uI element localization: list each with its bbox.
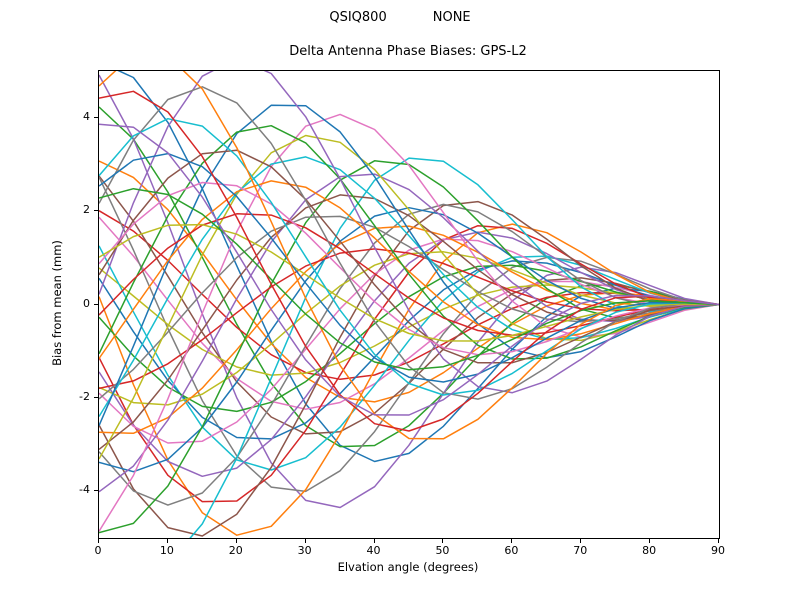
y-tick-mark [94,303,98,305]
suptitle-label: NONE [432,10,471,25]
series-line-sat-41 [99,152,719,383]
series-line-sat-33 [99,124,719,360]
series-line-sat-35 [99,71,719,394]
series-line-sat-24 [99,248,719,390]
x-tick-mark [649,539,651,543]
x-tick-mark [98,539,99,543]
x-tick-mark [580,539,582,543]
y-axis-label: Bias from mean (mm) [50,240,64,366]
series-line-sat-32 [99,180,719,359]
y-tick-mark [94,490,98,492]
chart-title: Delta Antenna Phase Biases: GPS-L2 [289,44,527,59]
y-tick-label: 2 [83,203,90,217]
series-line-sat-40 [99,117,719,396]
series-line-sat-42 [99,71,719,440]
series-line-sat-05 [99,74,719,509]
x-tick-label: 60 [504,544,519,557]
series-line-sat-30 [99,156,719,417]
series-line-sat-38 [99,86,719,400]
plot-area [98,70,720,539]
suptitle-station: QSIQ800 [329,10,387,25]
y-tick-mark [94,116,98,118]
chart-canvas [99,71,719,538]
series-line-sat-09 [99,267,719,376]
x-tick-label: 90 [711,544,725,557]
series-line-sat-13 [99,264,719,413]
series-line-sat-39 [99,223,719,342]
series-line-sat-45 [99,123,719,416]
series-line-sat-43 [99,187,719,371]
x-axis-label: Elvation angle (degrees) [337,560,479,574]
series-line-sat-37 [99,181,719,356]
y-tick-label: -2 [79,389,90,403]
series-line-sat-15 [99,231,719,478]
x-tick-label: 50 [435,544,450,557]
series-line-sat-14 [99,224,719,503]
x-tick-label: 20 [228,544,243,557]
x-tick-label: 30 [297,544,312,557]
y-tick-label: -4 [79,483,90,497]
x-tick-mark [235,539,237,543]
y-tick-label: 0 [83,296,90,310]
y-tick-mark [94,210,98,212]
x-tick-label: 40 [366,544,381,557]
series-line-sat-31 [99,104,719,426]
x-tick-label: 0 [94,544,102,557]
x-tick-mark [166,539,168,543]
x-tick-mark [304,539,306,543]
series-line-sat-29 [99,134,719,460]
series-line-sat-11 [99,260,719,440]
series-line-sat-27 [99,113,719,532]
x-tick-mark [511,539,513,543]
suptitle: QSIQ800 NONE [0,10,800,25]
series-line-sat-28 [99,215,719,400]
series-line-sat-16 [99,200,719,537]
y-tick-label: 4 [83,109,90,123]
x-tick-mark [718,539,719,543]
series-line-sat-01 [117,71,719,463]
x-tick-mark [442,539,444,543]
series-line-sat-44 [99,90,719,432]
x-tick-mark [373,539,375,543]
x-tick-label: 70 [573,544,588,557]
x-tick-label: 80 [642,544,657,557]
x-tick-label: 10 [159,544,174,557]
series-line-sat-26 [99,194,719,450]
y-tick-mark [94,396,98,398]
